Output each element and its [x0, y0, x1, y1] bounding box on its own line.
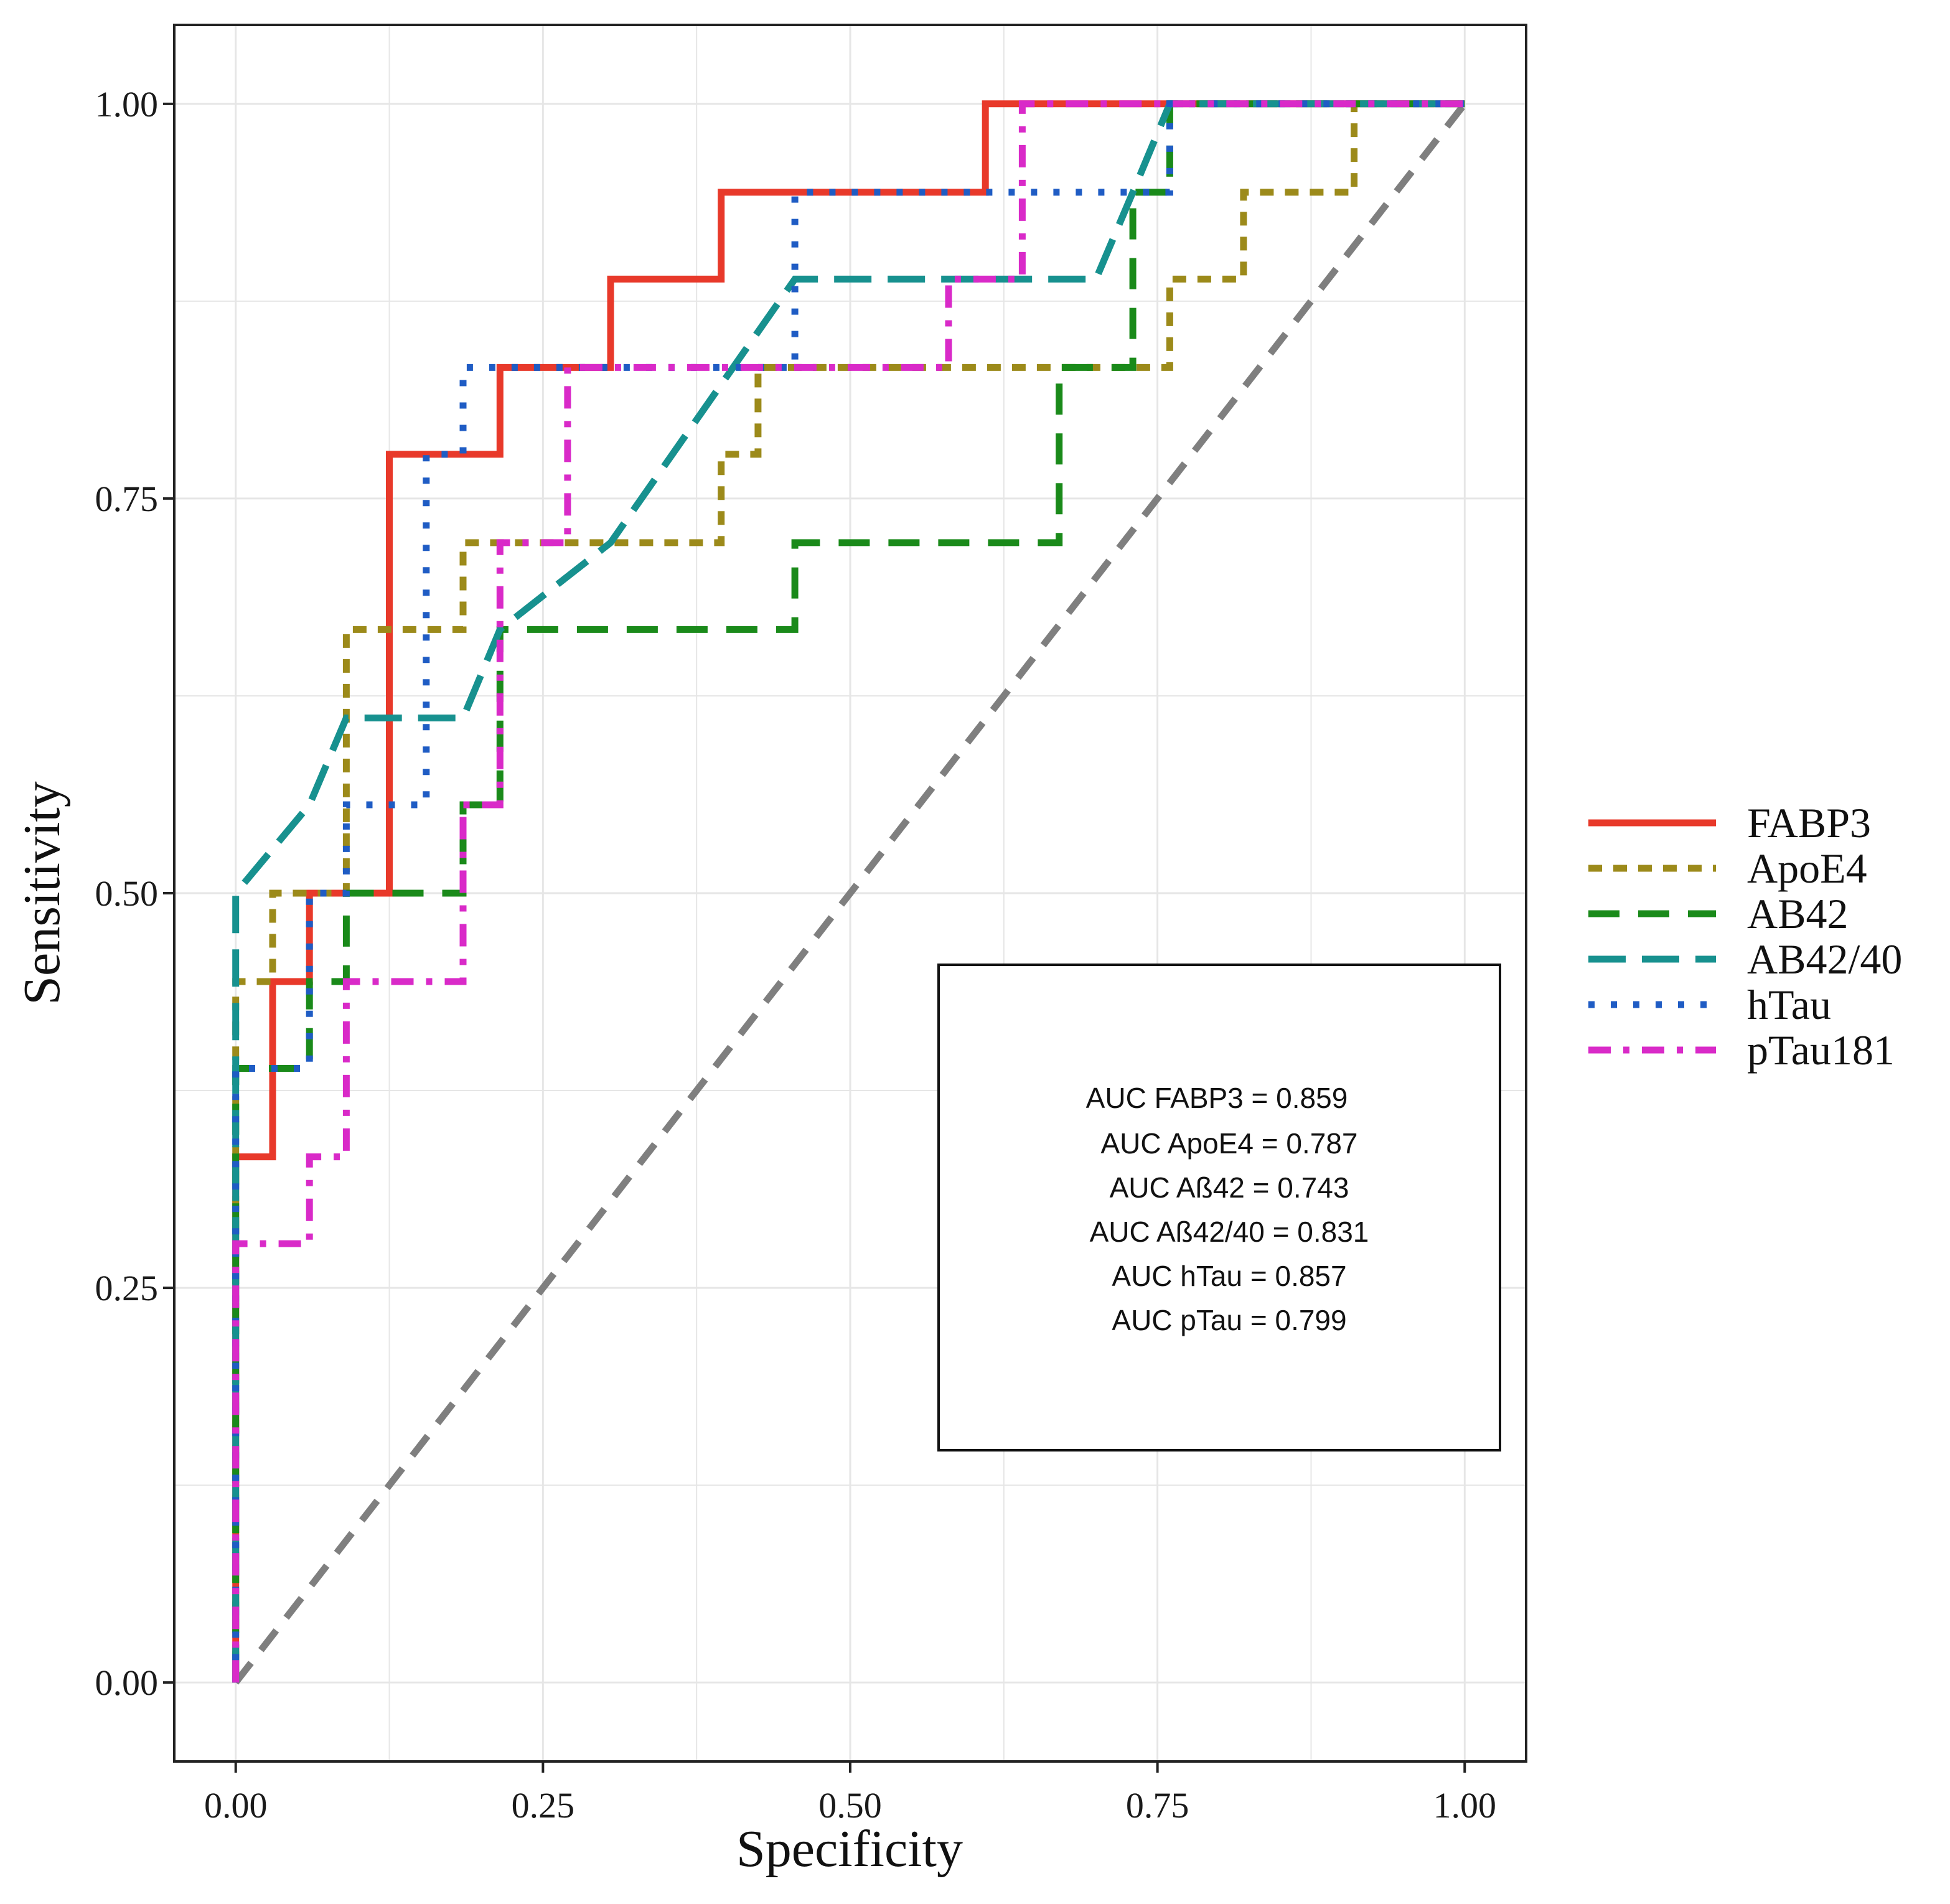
y-tick-label: 0.25 [95, 1268, 159, 1308]
auc-line-htau: AUC hTau = 0.857 [1112, 1260, 1346, 1292]
reference-diagonal-line [233, 101, 1468, 1685]
x-tick-label: 0.50 [818, 1785, 882, 1826]
roc-curve-ab42-40 [232, 100, 1465, 1683]
legend-label-ab42-40: AB42/40 [1747, 936, 1902, 983]
legend-label-htau: hTau [1747, 981, 1831, 1028]
auc-line-ab42-40: AUC Aß42/40 = 0.831 [1090, 1216, 1369, 1248]
x-axis-title: Specificity [736, 1820, 963, 1878]
auc-line-fabp3: AUC FABP3 = 0.859 [1086, 1082, 1348, 1114]
legend-label-ab42: AB42 [1747, 890, 1848, 937]
x-tick-label: 0.00 [204, 1785, 268, 1826]
roc-curve-apoe4 [232, 100, 1465, 1683]
legend-label-ptau181: pTau181 [1747, 1026, 1895, 1074]
auc-line-ab42: AUC Aß42 = 0.743 [1110, 1171, 1349, 1204]
auc-box-frame [937, 964, 1501, 1451]
auc-annotation-box: AUC FABP3 = 0.859 AUC ApoE4 = 0.787 AUC … [937, 964, 1501, 1451]
x-tick-label: 0.75 [1126, 1785, 1189, 1826]
x-axis-ticks: 0.00 0.25 0.50 0.75 1.00 [204, 1761, 1496, 1826]
auc-line-ptau: AUC pTau = 0.799 [1112, 1304, 1346, 1336]
y-tick-label: 0.00 [95, 1662, 159, 1703]
reference-diagonal [233, 101, 1468, 1685]
y-tick-label: 0.50 [95, 873, 159, 914]
y-axis-ticks: 0.00 0.25 0.50 0.75 1.00 [95, 84, 174, 1703]
y-tick-label: 1.00 [95, 84, 159, 124]
x-tick-label: 1.00 [1433, 1785, 1497, 1826]
x-tick-label: 0.25 [512, 1785, 575, 1826]
roc-curve-ptau181 [232, 100, 1465, 1683]
legend-label-apoe4: ApoE4 [1747, 845, 1867, 892]
legend-label-fabp3: FABP3 [1747, 799, 1871, 846]
roc-curves [232, 100, 1465, 1683]
y-tick-label: 0.75 [95, 479, 159, 519]
roc-curve-htau [232, 100, 1465, 1683]
auc-line-apoe4: AUC ApoE4 = 0.787 [1100, 1127, 1357, 1160]
y-axis-title: Sensitivity [13, 781, 71, 1005]
